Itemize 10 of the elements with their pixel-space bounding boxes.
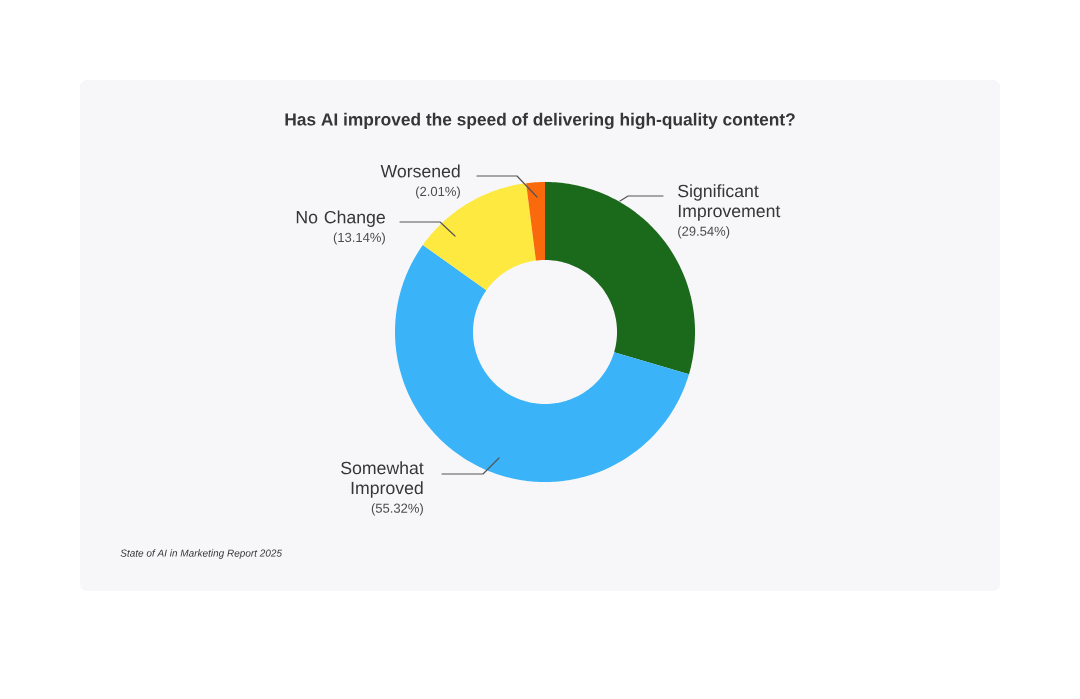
slice-label: Worsened [380, 164, 460, 178]
data-label: (55.32%) [371, 503, 423, 516]
data-label: (2.01%) [416, 186, 460, 199]
slice-label: No Change [296, 210, 385, 227]
slice-label: Significant Improvement [678, 184, 781, 221]
chart-title: Has AI improved the speed of delivering high-quality content? [285, 112, 795, 130]
data-label: (13.14%) [333, 232, 385, 245]
slice-label: Somewhat Improved [341, 461, 424, 498]
data-label: (29.54%) [678, 226, 730, 239]
text: State of AI in Marketing Report 2025 [120, 549, 283, 559]
